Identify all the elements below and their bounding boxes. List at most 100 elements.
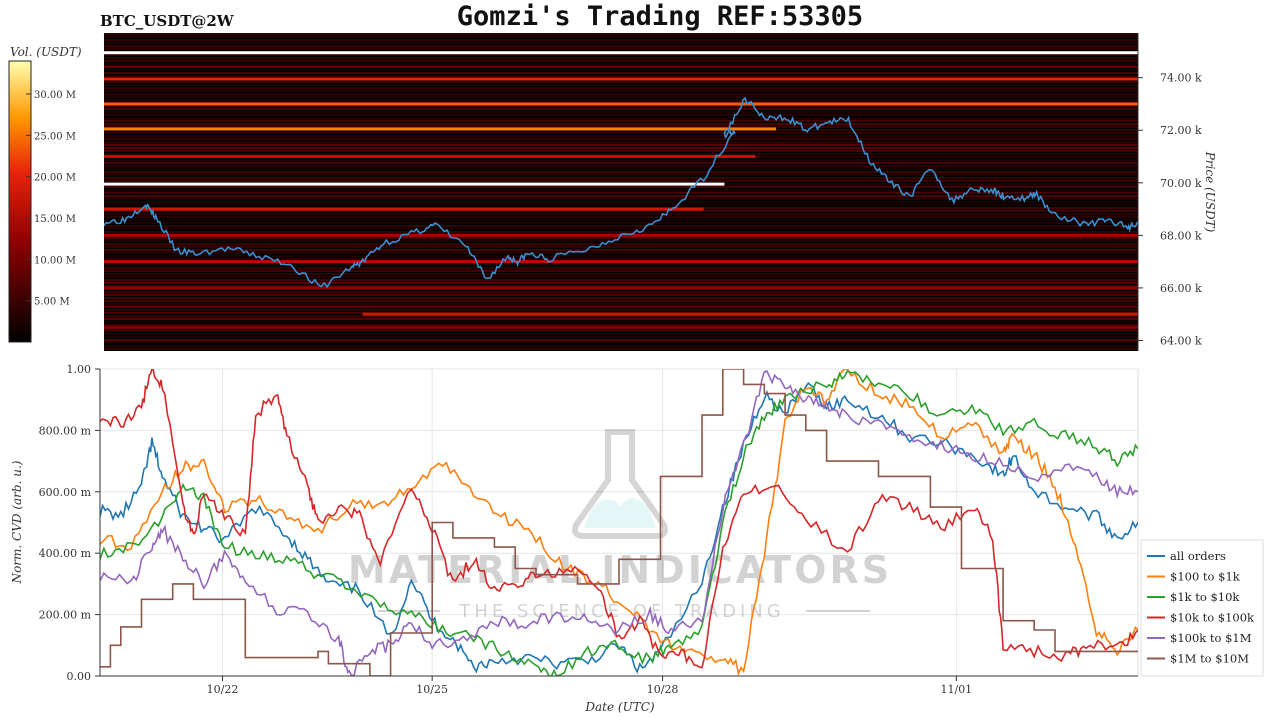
- cvd-series-line: [100, 369, 1138, 676]
- heatmap-row: [104, 87, 1138, 89]
- cvd-panel: MATERIAL INDICATORS THE SCIENCE OF TRADI…: [10, 363, 1139, 714]
- heatmap-row: [104, 285, 1138, 287]
- heatmap-row: [104, 300, 1138, 302]
- cvd-x-tick-label: 11/01: [940, 683, 972, 696]
- heatmap-row: [104, 132, 1138, 134]
- heatmap-row: [104, 216, 1138, 218]
- cvd-series: [100, 369, 1138, 676]
- cvd-axes: 0.00 200.00 m 400.00 m 600.00 m 800.00 m 1.00…: [39, 363, 1138, 696]
- colorbar: Vol. (USDT) 5.00 M 10.00 M 15.00 M 20.00 M 2…: [8, 45, 82, 343]
- liquidity-band: [104, 77, 1138, 81]
- liquidity-band: [104, 182, 725, 186]
- heatmap-row: [104, 237, 1138, 239]
- heatmap-row: [104, 252, 1138, 254]
- heatmap-panel: 64.00 k 66.00 k 68.00 k 70.00 k 72.00 k 74.00…: [104, 33, 1217, 351]
- heatmap-row: [104, 189, 1138, 191]
- heatmap-row: [104, 42, 1138, 44]
- heatmap-row: [104, 135, 1138, 137]
- heatmap-row: [104, 111, 1138, 113]
- heatmap-row: [104, 153, 1138, 155]
- heatmap-row: [104, 195, 1138, 197]
- colorbar-scale: [8, 60, 32, 343]
- chart-title: Gomzi's Trading REF:53305: [457, 1, 863, 32]
- heatmap-row: [104, 69, 1138, 71]
- heatmap-row: [104, 324, 1138, 326]
- colorbar-label: Vol. (USDT): [10, 45, 82, 59]
- heatmap-row: [104, 60, 1138, 62]
- heatmap-row: [104, 315, 1138, 317]
- legend: all orders $100 to $1k $1k to $10k $10k to …: [1140, 539, 1264, 677]
- heatmap-row: [104, 33, 1138, 35]
- heatmap-row: [104, 105, 1138, 107]
- legend-box: [1140, 539, 1264, 677]
- price-tick-label: 70.00 k: [1160, 177, 1202, 190]
- cvd-y-axis-label: Norm. CVD (arb. u.): [10, 460, 24, 584]
- heatmap-row: [104, 81, 1138, 83]
- heatmap-row: [104, 36, 1138, 38]
- heatmap-row: [104, 126, 1138, 128]
- cvd-y-tick-label: 800.00 m: [39, 424, 92, 437]
- cvd-y-tick-label: 400.00 m: [39, 547, 92, 560]
- colorbar-tick-label: 10.00 M: [34, 255, 76, 266]
- heatmap-row: [104, 180, 1138, 182]
- legend-label: $100k to $1M: [1170, 631, 1252, 645]
- heatmap-row: [104, 93, 1138, 95]
- cvd-y-tick-label: 1.00: [67, 363, 92, 376]
- cvd-series-line: [100, 370, 1138, 676]
- heatmap-row: [104, 138, 1138, 140]
- heatmap-row: [104, 186, 1138, 188]
- heatmap-row: [104, 90, 1138, 92]
- liquidity-band: [104, 102, 1138, 106]
- heatmap-row: [104, 204, 1138, 206]
- liquidity-band: [362, 312, 1138, 316]
- heatmap-row: [104, 279, 1138, 281]
- heatmap-row: [104, 192, 1138, 194]
- heatmap-row: [104, 291, 1138, 293]
- heatmap-row: [104, 123, 1138, 125]
- heatmap-row: [104, 117, 1138, 119]
- legend-label: all orders: [1170, 549, 1226, 563]
- cvd-y-tick-label: 0.00: [67, 670, 92, 683]
- heatmap-row: [104, 201, 1138, 203]
- watermark-brand: MATERIAL INDICATORS: [348, 548, 892, 592]
- heatmap-row: [104, 210, 1138, 212]
- cvd-plot-area: [99, 368, 1139, 677]
- liquidity-band: [104, 207, 704, 211]
- price-tick-label: 68.00 k: [1160, 229, 1202, 242]
- heatmap-row: [104, 255, 1138, 257]
- price-tick-label: 72.00 k: [1160, 124, 1202, 137]
- heatmap-row: [104, 225, 1138, 227]
- heatmap-row: [104, 168, 1138, 170]
- heatmap-row: [104, 45, 1138, 47]
- liquidity-band: [104, 155, 756, 159]
- price-tick-label: 66.00 k: [1160, 282, 1202, 295]
- colorbar-tick-label: 25.00 M: [34, 131, 76, 142]
- heatmap-row: [104, 141, 1138, 143]
- heatmap-row: [104, 48, 1138, 50]
- colorbar-tick-label: 15.00 M: [34, 214, 76, 225]
- heatmap-row: [104, 345, 1138, 347]
- heatmap-row: [104, 120, 1138, 122]
- liquidity-band: [104, 286, 1138, 290]
- cvd-series-line: [100, 369, 1138, 669]
- heatmap-row: [104, 39, 1138, 41]
- flask-icon: [572, 429, 668, 539]
- heatmap-row: [104, 249, 1138, 251]
- heatmap-row: [104, 264, 1138, 266]
- heatmap-row: [104, 294, 1138, 296]
- cvd-x-tick-label: 10/28: [647, 683, 679, 696]
- heatmap-row: [104, 63, 1138, 65]
- heatmap-row: [104, 162, 1138, 164]
- colorbar-tick-label: 5.00 M: [34, 297, 70, 308]
- cvd-x-tick-label: 10/25: [416, 683, 448, 696]
- heatmap-row: [104, 258, 1138, 260]
- heatmap-row: [104, 228, 1138, 230]
- price-tick-label: 74.00 k: [1160, 72, 1202, 85]
- colorbar-tick-label: 20.00 M: [34, 173, 76, 184]
- watermark-tagline: THE SCIENCE OF TRADING: [458, 601, 784, 622]
- heatmap-row: [104, 243, 1138, 245]
- price-axis-label: Price (USDT): [1203, 151, 1217, 233]
- heatmap-row: [104, 144, 1138, 146]
